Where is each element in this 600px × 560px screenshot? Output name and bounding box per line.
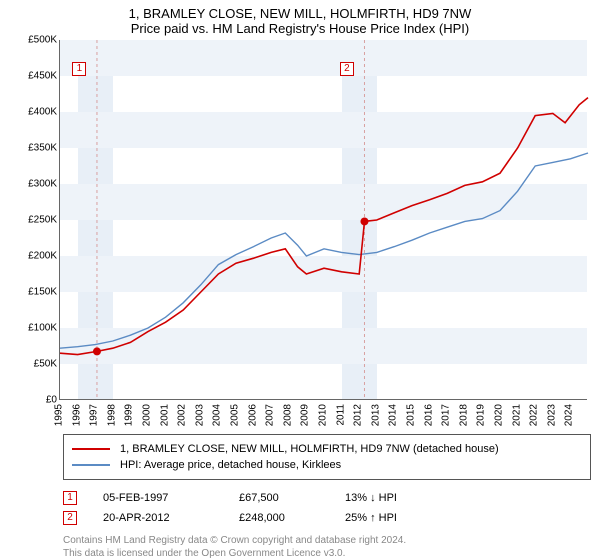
x-tick-label: 2011 — [335, 404, 346, 426]
x-tick-label: 2006 — [247, 404, 258, 426]
x-tick-label: 2022 — [529, 404, 540, 426]
y-tick-label: £100K — [28, 323, 57, 334]
x-tick-label: 2017 — [441, 404, 452, 426]
x-tick-label: 2018 — [458, 404, 469, 426]
y-tick-label: £500K — [28, 35, 57, 46]
x-tick-label: 2001 — [159, 404, 170, 426]
sale-marker-2-icon: 2 — [63, 511, 77, 525]
x-tick-label: 1996 — [71, 404, 82, 426]
sale-date-2: 20-APR-2012 — [103, 512, 213, 524]
x-tick-label: 2010 — [318, 404, 329, 426]
x-tick-label: 1999 — [124, 404, 135, 426]
chart-title: 1, BRAMLEY CLOSE, NEW MILL, HOLMFIRTH, H… — [121, 0, 480, 40]
x-tick-label: 2002 — [177, 404, 188, 426]
sale-row-1: 1 05-FEB-1997 £67,500 13% ↓ HPI — [63, 488, 591, 508]
x-tick-label: 2008 — [282, 404, 293, 426]
footnote: Contains HM Land Registry data © Crown c… — [63, 534, 591, 560]
x-tick-label: 2023 — [546, 404, 557, 426]
x-tick-label: 2004 — [212, 404, 223, 426]
sale-date-1: 05-FEB-1997 — [103, 492, 213, 504]
footnote-line-1: Contains HM Land Registry data © Crown c… — [63, 534, 591, 547]
chart-area: £0£50K£100K£150K£200K£250K£300K£350K£400… — [15, 40, 595, 370]
sale-diff-1: 13% ↓ HPI — [345, 492, 397, 504]
y-tick-label: £350K — [28, 143, 57, 154]
sale-diff-2: 25% ↑ HPI — [345, 512, 397, 524]
sale-dot-1 — [93, 347, 101, 355]
sale-price-2: £248,000 — [239, 512, 319, 524]
plot-area: 12 — [59, 40, 587, 400]
y-tick-label: £250K — [28, 215, 57, 226]
series-line-subject — [60, 98, 588, 355]
x-tick-label: 2000 — [142, 404, 153, 426]
y-tick-label: £200K — [28, 251, 57, 262]
y-axis: £0£50K£100K£150K£200K£250K£300K£350K£400… — [15, 40, 57, 400]
title-line-2: Price paid vs. HM Land Registry's House … — [129, 21, 472, 36]
sale-marker-1-icon: 1 — [63, 491, 77, 505]
x-tick-label: 2009 — [300, 404, 311, 426]
sale-marker-label-2: 2 — [340, 62, 354, 76]
y-tick-label: £400K — [28, 107, 57, 118]
x-tick-label: 1998 — [106, 404, 117, 426]
y-tick-label: £300K — [28, 179, 57, 190]
sale-row-2: 2 20-APR-2012 £248,000 25% ↑ HPI — [63, 508, 591, 528]
x-tick-label: 2021 — [511, 404, 522, 426]
sale-dot-2 — [360, 217, 368, 225]
sale-info: 1 05-FEB-1997 £67,500 13% ↓ HPI 2 20-APR… — [63, 488, 591, 528]
y-tick-label: £150K — [28, 287, 57, 298]
y-tick-label: £50K — [34, 359, 57, 370]
title-line-1: 1, BRAMLEY CLOSE, NEW MILL, HOLMFIRTH, H… — [129, 6, 472, 21]
x-tick-label: 2014 — [388, 404, 399, 426]
x-tick-label: 2015 — [406, 404, 417, 426]
x-tick-label: 2019 — [476, 404, 487, 426]
y-tick-label: £450K — [28, 71, 57, 82]
x-tick-label: 2007 — [265, 404, 276, 426]
footnote-line-2: This data is licensed under the Open Gov… — [63, 547, 591, 560]
x-tick-label: 2020 — [494, 404, 505, 426]
x-tick-label: 2024 — [564, 404, 575, 426]
x-tick-label: 1995 — [54, 404, 65, 426]
legend-swatch-hpi — [72, 464, 110, 466]
series-line-hpi — [60, 153, 588, 348]
x-axis: 1995199619971998199920002001200220032004… — [59, 404, 587, 464]
chart-container: 1, BRAMLEY CLOSE, NEW MILL, HOLMFIRTH, H… — [0, 0, 600, 560]
x-tick-label: 1997 — [89, 404, 100, 426]
chart-lines-svg — [60, 40, 588, 400]
x-tick-label: 2013 — [370, 404, 381, 426]
sale-price-1: £67,500 — [239, 492, 319, 504]
x-tick-label: 2016 — [423, 404, 434, 426]
x-tick-label: 2012 — [353, 404, 364, 426]
sale-marker-label-1: 1 — [72, 62, 86, 76]
x-tick-label: 2003 — [194, 404, 205, 426]
x-tick-label: 2005 — [230, 404, 241, 426]
